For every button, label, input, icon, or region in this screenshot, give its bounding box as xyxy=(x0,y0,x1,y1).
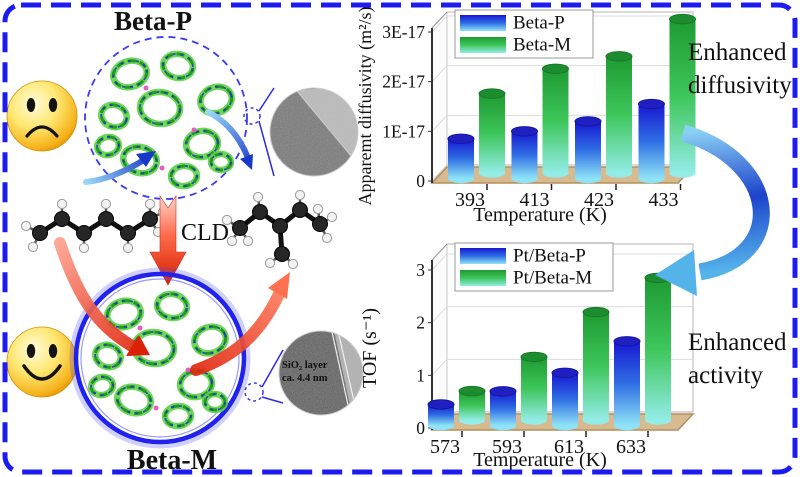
bar-Beta-M-433 xyxy=(669,13,696,178)
x-tick-label: 433 xyxy=(649,189,679,211)
bar-Pt/Beta-P-613 xyxy=(551,367,579,431)
legend-swatch-Beta-M xyxy=(460,37,506,53)
legend-label: Pt/Beta-P xyxy=(513,246,586,267)
y-tick-label: 3E-17 xyxy=(382,22,425,42)
x-tick-label: 413 xyxy=(520,189,550,211)
bar-Beta-M-423 xyxy=(605,51,633,178)
legend-label: Pt/Beta-M xyxy=(513,268,592,289)
legend-label: Beta-M xyxy=(513,35,571,56)
diffusion-arrow-right-icon xyxy=(205,109,253,170)
tem-caption-line2: ca. 4.4 nm xyxy=(282,373,328,384)
legend-label: Beta-P xyxy=(513,13,565,34)
x-tick-label: 633 xyxy=(616,436,646,458)
bar-Beta-P-423 xyxy=(574,116,602,184)
x-tick-label: 423 xyxy=(584,189,614,211)
bar-Pt/Beta-P-573 xyxy=(427,399,455,431)
beta-p-dashed-circle xyxy=(84,36,248,200)
tem-image-beta-m: SiO₂ layer ca. 4.4 nm xyxy=(278,330,364,416)
bar-Pt/Beta-P-633 xyxy=(613,336,641,431)
diffusivity-chart: 0 1E-17 2E-17 3E-17 393 413 423 433 Temperature … xyxy=(355,6,696,226)
bar-Pt/Beta-M-613 xyxy=(582,306,610,425)
x-axis-title: Temperature (K) xyxy=(473,204,607,226)
reactant-in-arrow-icon xyxy=(54,237,150,356)
bar-Beta-P-393 xyxy=(447,133,475,184)
bar-Pt/Beta-P-593 xyxy=(489,386,517,431)
tof-chart: 0 1 2 3 573 593 613 633 Temperature (K) TOF (s⁻¹)… xyxy=(359,242,695,471)
iso-alkane-molecule xyxy=(221,189,338,270)
x-tick-label: 613 xyxy=(554,436,584,458)
legend-swatch-Pt/Beta-P xyxy=(460,248,506,264)
cld-down-arrow-icon xyxy=(149,195,187,286)
sad-smiley-icon xyxy=(6,80,78,152)
bar-Beta-M-413 xyxy=(542,63,569,178)
bar-Pt/Beta-M-573 xyxy=(458,385,486,425)
beta-m-circle xyxy=(69,267,251,449)
y-tick-label: 1E-17 xyxy=(382,121,425,141)
product-out-arrow-icon xyxy=(190,272,290,376)
beta-p-title: Beta-P xyxy=(114,6,192,36)
n-hexane-molecule xyxy=(20,198,169,254)
x-tick-label: 573 xyxy=(430,436,460,458)
zeolite-framework-beta-p xyxy=(93,50,235,190)
y-axis-title: TOF (s⁻¹) xyxy=(359,308,381,388)
bar-Beta-P-413 xyxy=(511,126,538,184)
tem-caption-line1: SiO₂ layer xyxy=(282,360,328,371)
chart-link-arrow-icon xyxy=(655,124,770,296)
y-tick-label: 0 xyxy=(416,171,425,191)
bar-Beta-P-433 xyxy=(638,98,665,184)
y-tick-label: 0 xyxy=(416,418,425,438)
magnify-callout-top xyxy=(243,87,275,177)
happy-smiley-icon xyxy=(6,326,78,398)
x-axis-title: Temperature (K) xyxy=(473,449,607,471)
cld-label: CLD xyxy=(181,220,229,246)
y-axis-title: Apparemt diffusivity (m²/s) xyxy=(355,6,376,205)
tem-image-beta-p xyxy=(269,87,359,177)
legend: Pt/Beta-PPt/Beta-M xyxy=(454,242,614,292)
y-tick-label: 1 xyxy=(416,365,425,385)
legend-swatch-Beta-P xyxy=(460,15,506,31)
legend-swatch-Pt/Beta-M xyxy=(460,270,506,286)
enhanced-diffusivity-label: Enhanced diffusivity xyxy=(688,39,792,99)
zeolite-framework-beta-m xyxy=(87,290,229,430)
y-tick-label: 3 xyxy=(416,260,425,280)
bar-Pt/Beta-M-593 xyxy=(520,351,548,425)
diffusion-arrow-left-icon xyxy=(83,151,156,185)
bar-Beta-M-393 xyxy=(478,88,506,178)
x-tick-label: 393 xyxy=(455,189,485,211)
magnify-callout-bottom xyxy=(244,349,284,404)
y-tick-label: 2 xyxy=(416,313,425,333)
y-tick-label: 2E-17 xyxy=(382,72,425,92)
enhanced-activity-label: Enhanced activity xyxy=(688,329,787,389)
x-tick-label: 593 xyxy=(492,436,522,458)
